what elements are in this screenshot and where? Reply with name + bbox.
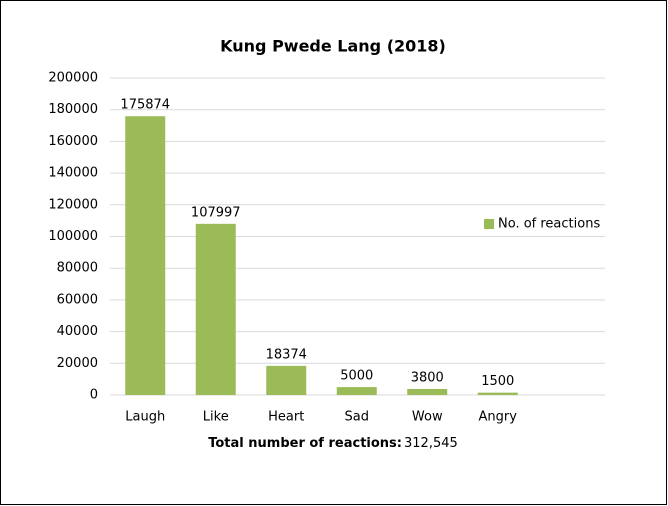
y-tick-label: 180000 bbox=[48, 102, 98, 117]
y-tick-label: 200000 bbox=[48, 71, 98, 86]
x-tick-label: Heart bbox=[268, 410, 304, 425]
legend-swatch bbox=[484, 219, 494, 229]
y-tick-label: 20000 bbox=[57, 356, 98, 371]
y-tick-label: 0 bbox=[90, 388, 98, 403]
y-tick-label: 120000 bbox=[48, 197, 98, 212]
x-tick-label: Angry bbox=[479, 410, 518, 425]
x-axis-label: Total number of reactions: 312,545 bbox=[208, 436, 458, 451]
data-label: 18374 bbox=[266, 347, 307, 362]
data-label: 1500 bbox=[481, 374, 514, 389]
bar bbox=[336, 387, 377, 395]
bar bbox=[477, 392, 518, 395]
data-label: 5000 bbox=[340, 369, 373, 384]
bar bbox=[195, 223, 236, 395]
y-tick-label: 80000 bbox=[57, 261, 98, 276]
y-tick-label: 40000 bbox=[57, 324, 98, 339]
x-tick-label: Like bbox=[203, 410, 229, 425]
chart-title: Kung Pwede Lang (2018) bbox=[220, 37, 446, 56]
x-tick-label: Wow bbox=[412, 410, 443, 425]
y-tick-label: 140000 bbox=[48, 166, 98, 181]
data-label: 3800 bbox=[411, 370, 444, 385]
legend-label: No. of reactions bbox=[498, 217, 600, 232]
data-label: 175874 bbox=[120, 98, 170, 113]
x-tick-label: Sad bbox=[345, 410, 369, 425]
x-axis-label-text: Total number of reactions: bbox=[208, 436, 402, 451]
y-tick-label: 160000 bbox=[48, 134, 98, 149]
bar bbox=[266, 365, 307, 395]
x-axis-label-value: 312,545 bbox=[404, 436, 458, 451]
bar bbox=[125, 116, 166, 395]
y-tick-label: 100000 bbox=[48, 229, 98, 244]
bar bbox=[407, 388, 448, 395]
data-label: 107997 bbox=[191, 205, 241, 220]
y-tick-label: 60000 bbox=[57, 292, 98, 307]
x-tick-label: Laugh bbox=[125, 410, 165, 425]
